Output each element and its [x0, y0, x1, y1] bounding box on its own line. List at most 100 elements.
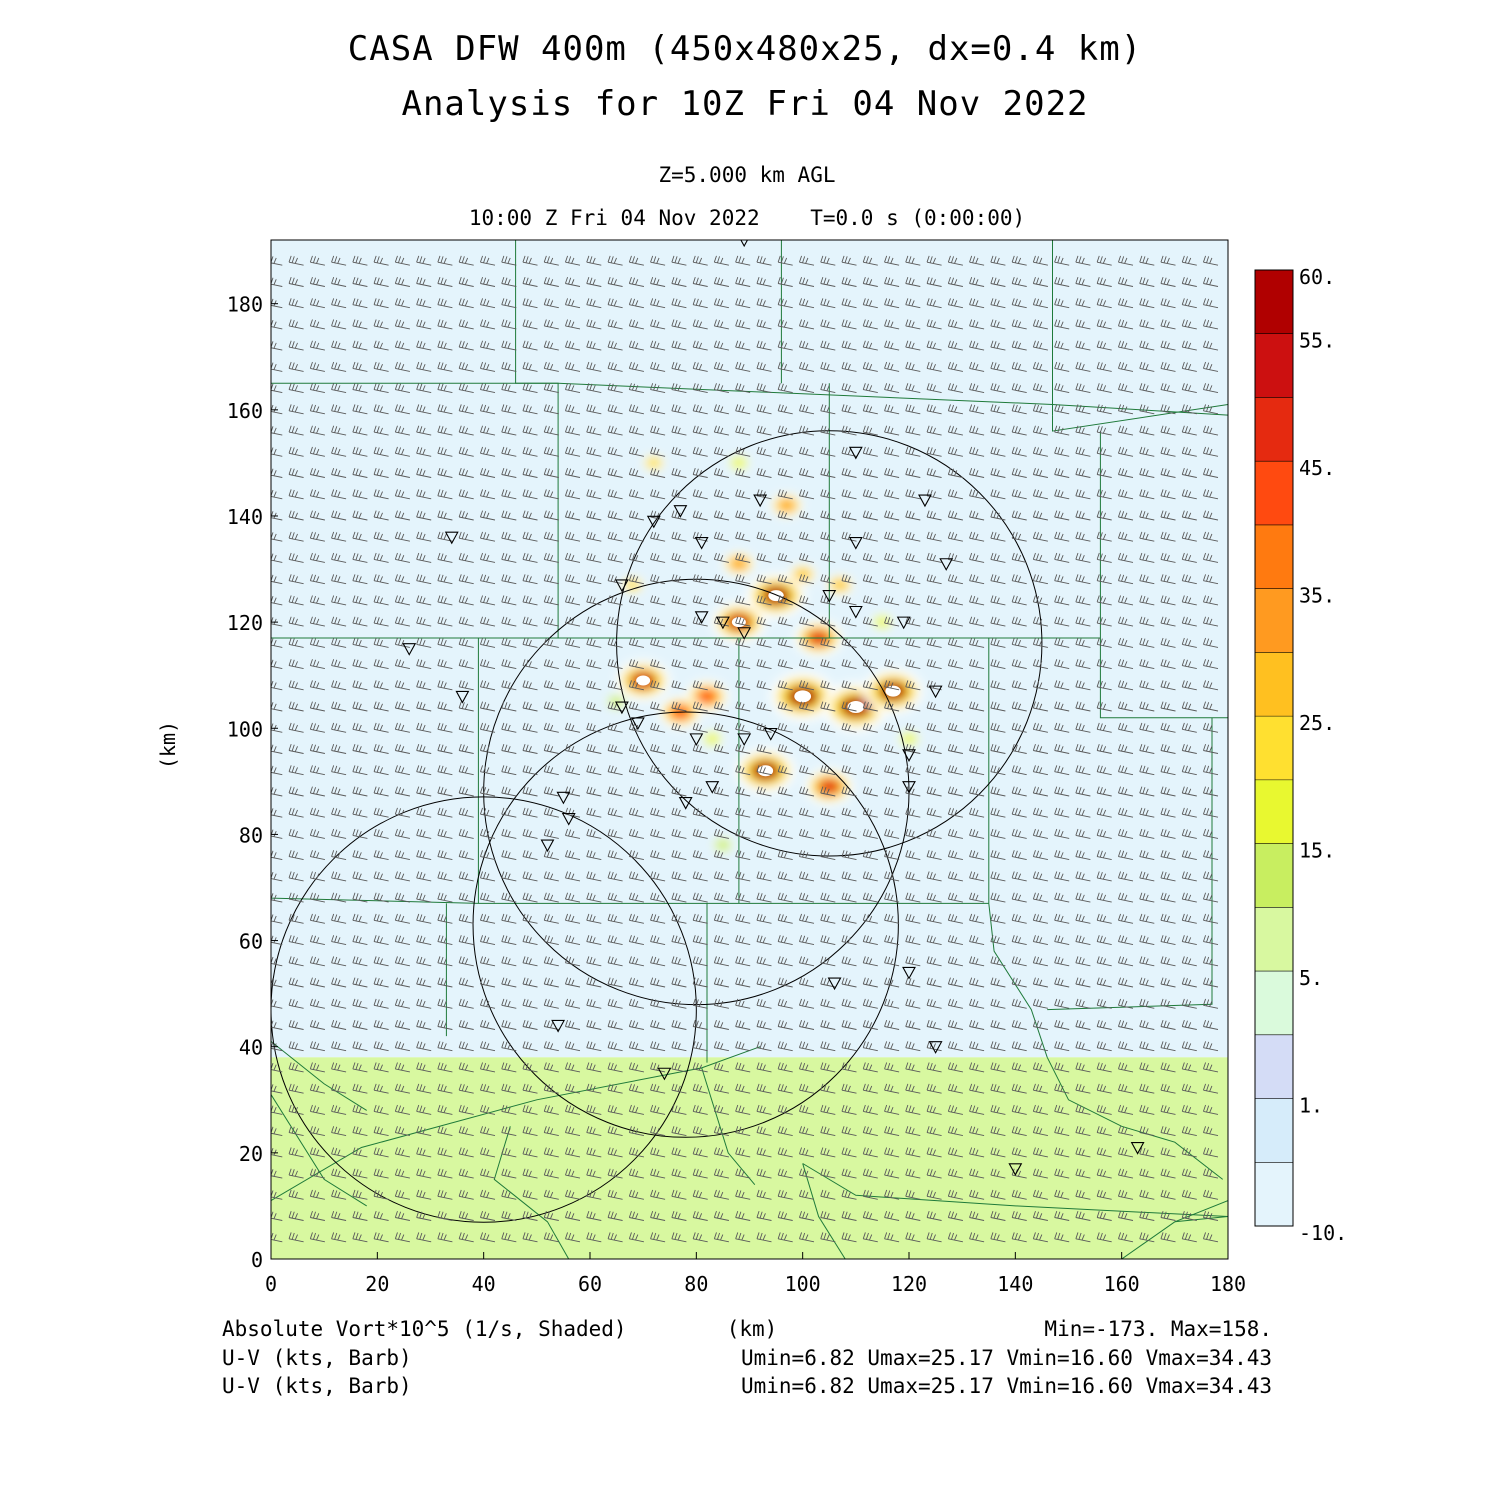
wind-barb-1895 [373, 340, 389, 351]
wind-barb-568 [862, 977, 878, 988]
wind-barb-1456 [607, 552, 623, 563]
wind-barb-674 [1203, 935, 1219, 946]
station-marker-6 [673, 505, 688, 518]
wind-barb-279 [458, 1104, 474, 1115]
wind-barb-824 [565, 850, 581, 861]
wind-barb-1802 [309, 383, 325, 394]
wind-barb-1059 [777, 743, 793, 754]
wind-barb-182 [309, 1147, 325, 1158]
wind-barb-1898 [437, 340, 453, 351]
wind-barb-734 [565, 892, 581, 903]
wind-barb-1318 [543, 616, 559, 627]
wind-barb-816 [394, 850, 410, 861]
wind-barb-1491 [394, 531, 410, 542]
wind-barb-271 [288, 1104, 304, 1115]
wind-barb-1731 [713, 425, 729, 436]
wind-barb-722 [309, 892, 325, 903]
wind-barb-797 [947, 871, 963, 882]
wind-barb-1929 [1096, 340, 1112, 351]
wind-barb-1523 [1075, 531, 1091, 542]
wind-barb-225 [271, 1126, 283, 1137]
wind-barb-1170 [271, 680, 283, 691]
wind-barb-940 [1118, 807, 1134, 818]
wind-barb-1573 [1181, 510, 1197, 521]
wind-barb-499 [352, 998, 368, 1009]
wind-barb-228 [331, 1126, 347, 1137]
wind-barb-843 [969, 850, 985, 861]
wind-barb-1320 [586, 616, 602, 627]
wind-barb-1296 [1032, 637, 1048, 648]
wind-barb-633 [331, 935, 347, 946]
wind-barb-1379 [884, 595, 900, 606]
wind-barb-1169 [1203, 701, 1219, 712]
wind-barb-2097 [841, 255, 857, 266]
wind-barb-1114 [990, 722, 1006, 733]
wind-barb-649 [671, 935, 687, 946]
wind-barb-647 [628, 935, 644, 946]
wind-barb-459 [458, 1019, 474, 1030]
wind-barb-256 [926, 1126, 942, 1137]
wind-barb-1049 [565, 743, 581, 754]
wind-barb-566 [820, 977, 836, 988]
wind-barb-364 [352, 1062, 368, 1073]
wind-barb-1658 [1075, 467, 1091, 478]
wind-barb-57 [522, 1210, 538, 1221]
wind-barb-880 [799, 828, 815, 839]
wind-barb-189 [458, 1147, 474, 1158]
wind-barb-1664 [1203, 467, 1219, 478]
wind-barb-1070 [1011, 743, 1027, 754]
station-marker-7 [694, 536, 709, 550]
wind-barb-65 [692, 1210, 708, 1221]
wind-barb-763 [1181, 892, 1197, 903]
wind-barb-888 [969, 828, 985, 839]
wind-barb-1277 [628, 637, 644, 648]
wind-barb-1455 [586, 552, 602, 563]
wind-barb-63 [650, 1210, 666, 1221]
colorbar-label-0: 60. [1299, 265, 1335, 289]
wind-barb-1902 [522, 340, 538, 351]
wind-barb-1555 [799, 510, 815, 521]
wind-barb-618 [969, 956, 985, 967]
x-tick-label-0: 0 [265, 1272, 277, 1296]
wind-barb-179 [1203, 1168, 1219, 1179]
wind-barb-875 [692, 828, 708, 839]
wind-barb-984 [1096, 786, 1112, 797]
wind-barb-2036 [501, 276, 517, 287]
wind-barb-1355 [373, 595, 389, 606]
wind-barb-1430 [1011, 574, 1027, 585]
wind-barb-622 [1054, 956, 1070, 967]
y-tick-label-1: 20 [239, 1142, 263, 1166]
wind-barb-1724 [565, 425, 581, 436]
wind-barb-83 [1075, 1210, 1091, 1221]
wind-barb-667 [1054, 935, 1070, 946]
wind-barb-1273 [543, 637, 559, 648]
wind-barb-2039 [565, 276, 581, 287]
wind-barb-1763 [437, 404, 453, 415]
wind-barb-1349 [1203, 616, 1219, 627]
wind-barb-1840 [1118, 383, 1134, 394]
wind-barb-214 [990, 1147, 1006, 1158]
wind-barb-2010 [905, 298, 921, 309]
colorbar-swatch-3 [1255, 461, 1293, 526]
wind-barb-1582 [416, 489, 432, 500]
wind-barb-895 [1118, 828, 1134, 839]
wind-barb-112 [735, 1189, 751, 1200]
wind-barb-127 [1054, 1189, 1070, 1200]
wind-barb-849 [1096, 850, 1112, 861]
wind-barb-337 [735, 1083, 751, 1094]
wind-barb-1361 [501, 595, 517, 606]
wind-barb-1408 [543, 574, 559, 585]
wind-barb-118 [862, 1189, 878, 1200]
wind-barb-1159 [990, 701, 1006, 712]
wind-barb-1604 [884, 489, 900, 500]
wind-barb-1593 [650, 489, 666, 500]
wind-barb-782 [628, 871, 644, 882]
wind-barb-579 [1096, 977, 1112, 988]
wind-barb-673 [1181, 935, 1197, 946]
wind-barb-609 [777, 956, 793, 967]
wind-barb-1627 [416, 467, 432, 478]
wind-barb-807 [1160, 871, 1176, 882]
wind-barb-845 [1011, 850, 1027, 861]
wind-barb-554 [565, 977, 581, 988]
wind-barb-447 [1160, 1041, 1176, 1052]
